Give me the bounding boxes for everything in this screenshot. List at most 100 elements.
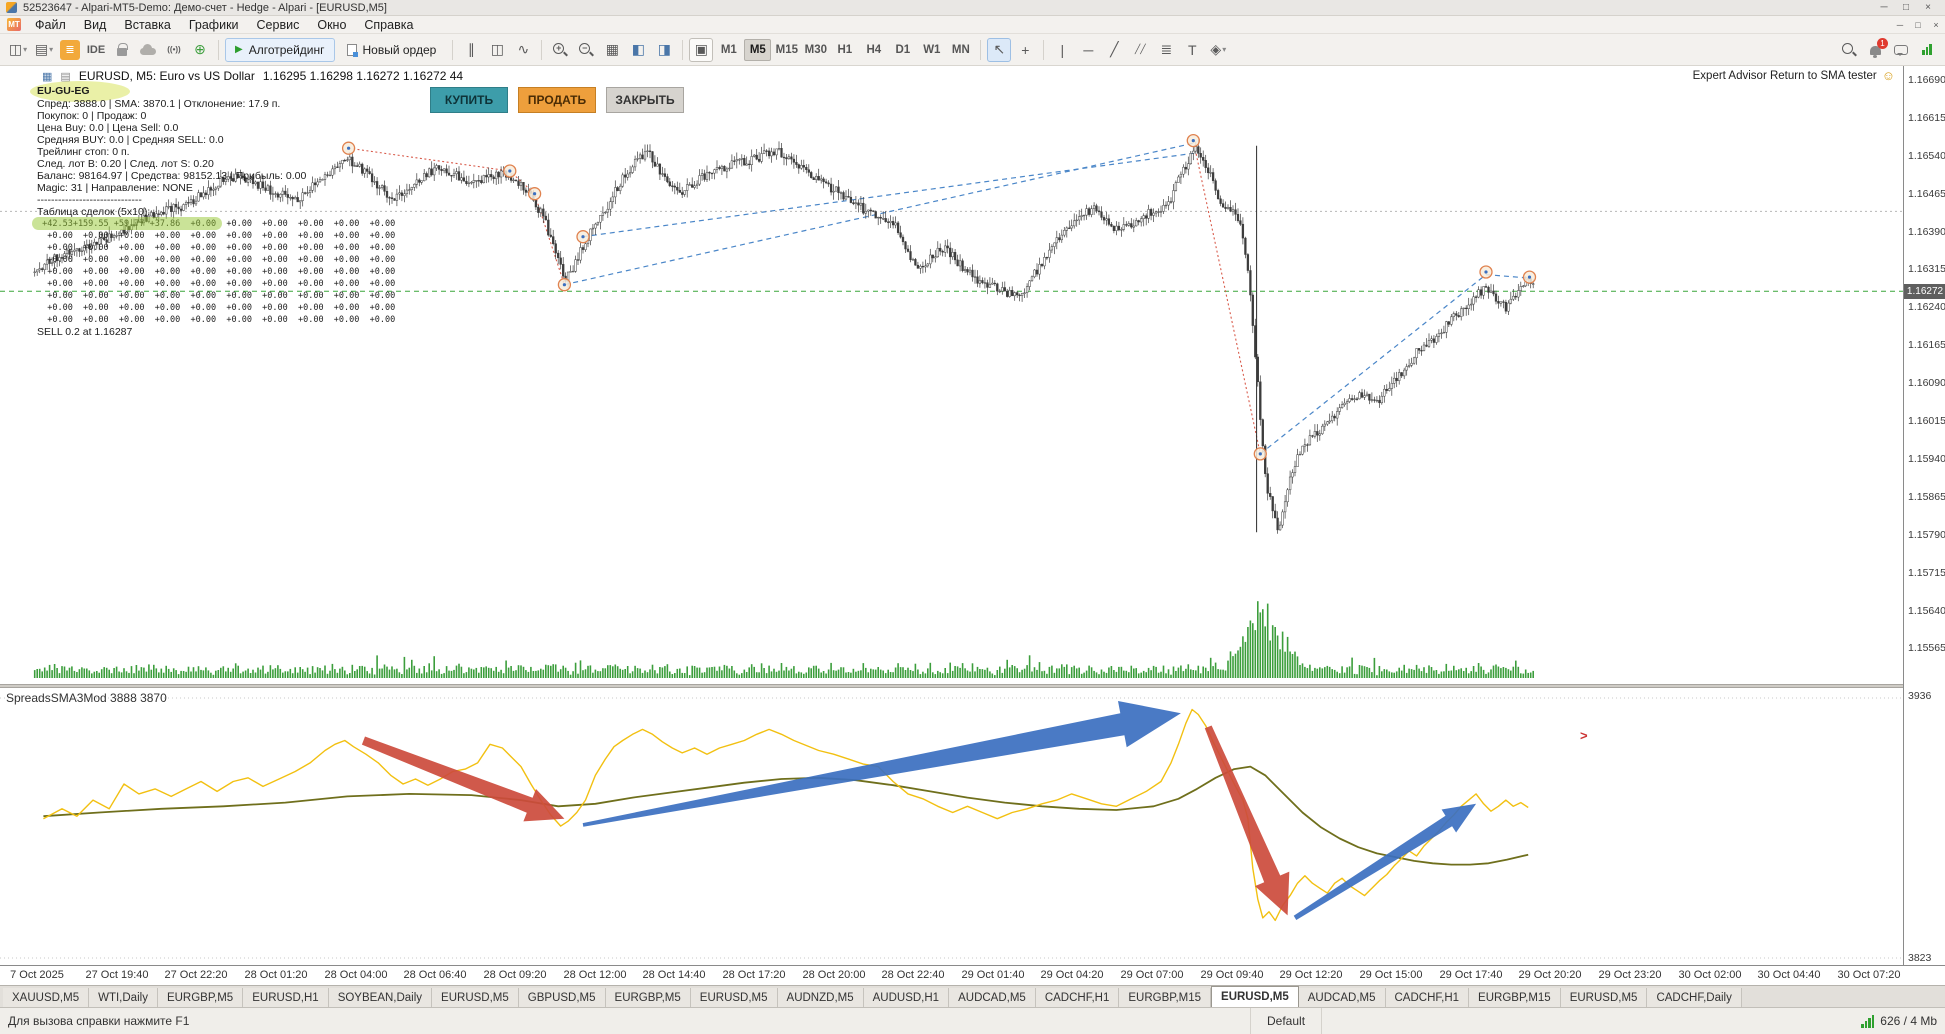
cascade-windows-icon[interactable]: ◨ xyxy=(657,41,671,57)
timeframe-H1[interactable]: H1 xyxy=(837,43,853,56)
grid-icon[interactable]: ▦ xyxy=(605,41,619,57)
horizontal-line-icon[interactable]: ─ xyxy=(1083,41,1094,58)
close-position-button[interactable]: ЗАКРЫТЬ xyxy=(606,87,684,113)
tile-windows-icon[interactable]: ◧ xyxy=(631,41,645,57)
ea-table-row: +0.00 +0.00 +0.00 +0.00 +0.00 +0.00 +0.0… xyxy=(37,231,396,241)
vertical-line-icon[interactable]: | xyxy=(1060,41,1065,58)
chart-tab-XAUUSD-M5[interactable]: XAUUSD,M5 xyxy=(3,988,90,1007)
chart-tab-EURUSD-H1[interactable]: EURUSD,H1 xyxy=(243,988,329,1007)
chart-tab-GBPUSD-M5[interactable]: GBPUSD,M5 xyxy=(518,988,606,1007)
community-icon[interactable]: ⊕ xyxy=(194,41,206,57)
search-icon[interactable] xyxy=(1837,38,1861,62)
child-restore-button[interactable]: □ xyxy=(1915,19,1921,30)
timeframe-M15[interactable]: M15 xyxy=(775,43,798,56)
menu-item-Графики[interactable]: Графики xyxy=(188,17,239,32)
chart-template-icon[interactable]: ▤ xyxy=(32,38,56,62)
metaeditor-icon[interactable]: ≣ xyxy=(60,39,80,60)
child-minimize-button[interactable]: ─ xyxy=(1896,19,1904,30)
time-label: 29 Oct 09:40 xyxy=(1200,969,1264,981)
spread-line xyxy=(43,708,1529,922)
notifications-icon[interactable]: 1 xyxy=(1863,37,1888,62)
indicator-pane: SpreadsSMA3Mod 3888 3870 > xyxy=(0,688,1903,965)
timeframe-H4[interactable]: H4 xyxy=(866,43,882,56)
chart-tab-AUDCAD-M5[interactable]: AUDCAD,M5 xyxy=(949,988,1036,1007)
time-axis[interactable]: 7 Oct 2025 27 Oct 19:40 27 Oct 22:20 28 Oct… xyxy=(0,965,1945,985)
menu-item-Справка[interactable]: Справка xyxy=(364,17,414,32)
chart-tab-EURGBP-M15[interactable]: EURGBP,M15 xyxy=(1469,988,1561,1007)
zoom-out-icon[interactable]: − xyxy=(574,38,598,62)
indicator-canvas[interactable] xyxy=(0,688,1903,965)
chart-tab-EURGBP-M5[interactable]: EURGBP,M5 xyxy=(157,988,244,1007)
chart-tab-WTI-Daily[interactable]: WTI,Daily xyxy=(89,988,158,1007)
market-overview-icon[interactable] xyxy=(1915,38,1939,62)
menu-item-Файл[interactable]: Файл xyxy=(35,17,66,32)
timeframe-W1[interactable]: W1 xyxy=(923,43,941,56)
sell-button[interactable]: ПРОДАТЬ xyxy=(518,87,596,113)
menu-item-Сервис[interactable]: Сервис xyxy=(256,17,300,32)
cloud-icon[interactable] xyxy=(136,38,160,62)
fibonacci-icon[interactable]: ≣ xyxy=(1160,41,1173,57)
chart-tab-EURUSD-M5[interactable]: EURUSD,M5 xyxy=(690,988,778,1007)
chart-tab-AUDUSD-H1[interactable]: AUDUSD,H1 xyxy=(863,988,950,1007)
price-chart-canvas[interactable] xyxy=(0,66,1903,684)
menu-item-Вид[interactable]: Вид xyxy=(83,17,107,32)
menu-item-Вставка[interactable]: Вставка xyxy=(124,17,171,32)
broadcast-icon[interactable]: ((•)) xyxy=(167,45,181,54)
chart-tab-CADCHF-Daily[interactable]: CADCHF,Daily xyxy=(1647,988,1742,1007)
time-label: 27 Oct 19:40 xyxy=(85,969,149,981)
close-button[interactable]: × xyxy=(1925,2,1931,13)
ide-button[interactable]: IDE xyxy=(86,43,106,56)
data-window-icon[interactable]: ▣ xyxy=(689,37,714,62)
time-label: 29 Oct 20:20 xyxy=(1518,969,1582,981)
candles-chart-icon[interactable]: ◫ xyxy=(490,41,504,57)
price-scale[interactable]: 1.16690 1.16615 1.16540 1.16465 1.16390 1.163… xyxy=(1903,66,1945,965)
ea-comment-line: Покупок: 0 | Продаж: 0 xyxy=(37,110,147,122)
connection-status[interactable]: 626 / 4 Mb xyxy=(1861,1008,1937,1034)
cursor-icon[interactable]: ↖ xyxy=(987,37,1012,62)
chart-tab-EURUSD-M5[interactable]: EURUSD,M5 xyxy=(1560,988,1648,1007)
chart-tab-CADCHF-H1[interactable]: CADCHF,H1 xyxy=(1035,988,1120,1007)
chat-icon[interactable] xyxy=(1889,38,1913,62)
time-label: 29 Oct 12:20 xyxy=(1279,969,1343,981)
line-chart-icon[interactable]: ∿ xyxy=(517,41,530,57)
new-order-button[interactable]: Новый ордер xyxy=(337,38,447,62)
time-label: 28 Oct 06:40 xyxy=(403,969,467,981)
text-tool-icon[interactable]: T xyxy=(1188,41,1197,58)
ea-comment-line: Magic: 31 | Направление: NONE xyxy=(37,182,193,194)
shapes-icon[interactable]: ◈ xyxy=(1206,38,1230,62)
chart-tab-AUDCAD-M5[interactable]: AUDCAD,M5 xyxy=(1298,988,1386,1007)
algo-trading-button[interactable]: ▶ Алготрейдинг xyxy=(225,37,335,62)
channel-icon[interactable]: ╱╱ xyxy=(1134,44,1146,54)
bars-chart-icon[interactable]: ∥ xyxy=(467,41,475,57)
trendline-icon[interactable]: ╱ xyxy=(1110,41,1119,57)
title-bar[interactable]: 52523647 - Alpari-MT5-Demo: Демо-счет - … xyxy=(0,0,1945,16)
chart-tab-EURUSD-M5[interactable]: EURUSD,M5 xyxy=(432,988,519,1007)
mt5-logo-icon[interactable]: MT xyxy=(7,18,21,31)
minimize-button[interactable]: ─ xyxy=(1880,2,1888,13)
chart-tab-EURGBP-M5[interactable]: EURGBP,M5 xyxy=(605,988,691,1007)
chart-tab-SOYBEAN-Daily[interactable]: SOYBEAN,Daily xyxy=(328,988,433,1007)
price-label: 1.16690 xyxy=(1908,74,1945,86)
buy-button[interactable]: КУПИТЬ xyxy=(430,87,508,113)
zoom-in-icon[interactable]: + xyxy=(548,38,572,62)
restore-button[interactable]: □ xyxy=(1902,2,1910,13)
timeframe-MN[interactable]: MN xyxy=(951,43,970,56)
crosshair-icon[interactable]: + xyxy=(1021,41,1030,58)
chart-tab-AUDNZD-M5[interactable]: AUDNZD,M5 xyxy=(777,988,864,1007)
menu-item-Окно[interactable]: Окно xyxy=(317,17,347,32)
chart-tab-CADCHF-H1[interactable]: CADCHF,H1 xyxy=(1385,988,1470,1007)
child-close-button[interactable]: × xyxy=(1933,19,1939,30)
chart-tab-EURUSD-M5[interactable]: EURUSD,M5 xyxy=(1211,986,1299,1007)
lock-icon[interactable] xyxy=(110,38,134,62)
pane-separator[interactable] xyxy=(0,684,1945,688)
timeframe-M5[interactable]: M5 xyxy=(744,38,772,61)
profile-selector[interactable]: Default xyxy=(1250,1008,1323,1034)
chart-tab-EURGBP-M15[interactable]: EURGBP,M15 xyxy=(1119,988,1212,1007)
timeframe-D1[interactable]: D1 xyxy=(895,43,911,56)
ea-smiley-icon[interactable]: ☺ xyxy=(1881,68,1895,83)
chart-mode-icon[interactable]: ◫ xyxy=(6,38,30,62)
timeframe-M30[interactable]: M30 xyxy=(804,43,827,56)
play-icon: ▶ xyxy=(235,44,243,55)
timeframe-M1[interactable]: M1 xyxy=(720,43,737,56)
toolbar-separator xyxy=(452,39,454,60)
